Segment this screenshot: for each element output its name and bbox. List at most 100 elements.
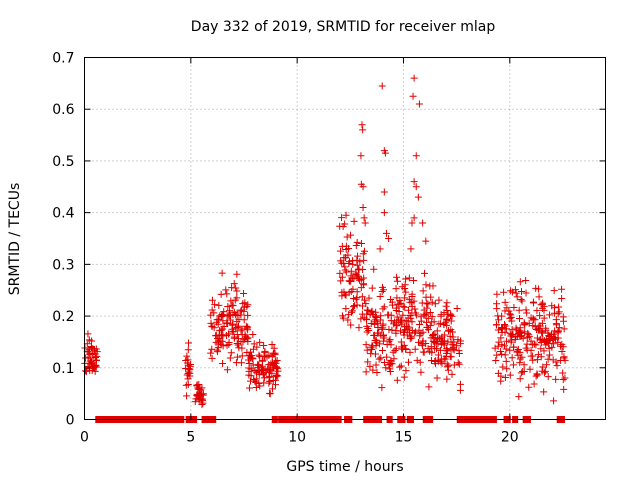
data-point — [434, 351, 442, 359]
data-point — [352, 242, 360, 250]
data-point — [534, 326, 542, 334]
data-point — [416, 332, 424, 340]
data-point — [442, 302, 450, 310]
data-point — [370, 318, 378, 326]
data-point — [347, 267, 355, 275]
data-point — [425, 383, 433, 391]
data-point — [444, 310, 452, 318]
data-point — [377, 354, 385, 362]
data-point — [398, 343, 406, 351]
data-point — [420, 348, 428, 356]
axis-ticks: 0 0.1 0.2 0.3 0.4 0.5 0.6 0.7 0 5 10 15 20 — [52, 51, 606, 446]
data-point — [210, 324, 218, 332]
data-point — [380, 334, 388, 342]
data-point — [255, 351, 263, 359]
data-point — [365, 327, 373, 335]
data-point — [453, 305, 461, 313]
data-point — [501, 351, 509, 359]
data-point — [494, 312, 502, 320]
data-point — [411, 305, 419, 313]
data-point — [500, 288, 508, 296]
data-point — [424, 300, 432, 308]
data-point — [426, 309, 434, 317]
data-point — [376, 340, 384, 348]
data-point — [493, 290, 501, 298]
data-point — [456, 386, 464, 394]
data-point — [494, 326, 502, 334]
data-point — [444, 338, 452, 346]
x-tick-label: 15 — [395, 430, 413, 446]
data-point — [238, 352, 246, 360]
data-points — [81, 74, 569, 408]
data-point — [557, 356, 565, 364]
data-point — [350, 295, 358, 303]
data-point — [522, 289, 530, 297]
data-point — [448, 370, 456, 378]
data-point — [219, 325, 227, 333]
data-point — [256, 338, 264, 346]
data-point — [414, 193, 422, 201]
data-point — [559, 369, 567, 377]
data-point — [254, 361, 262, 369]
data-point — [244, 334, 252, 342]
data-point — [354, 274, 362, 282]
data-point — [261, 348, 269, 356]
data-point — [540, 314, 548, 322]
data-point — [385, 235, 393, 242]
data-point — [224, 330, 232, 338]
data-point — [550, 397, 558, 405]
data-point — [440, 331, 448, 339]
data-point — [86, 367, 94, 375]
data-point — [395, 307, 403, 315]
data-point — [224, 303, 232, 311]
data-point — [403, 331, 411, 339]
data-point — [419, 287, 427, 295]
data-point — [350, 217, 358, 225]
data-point — [386, 361, 394, 369]
data-point — [383, 353, 391, 361]
data-point — [411, 345, 419, 353]
data-point — [533, 325, 541, 333]
data-point — [372, 308, 380, 316]
data-point — [415, 100, 423, 108]
data-point — [513, 293, 521, 301]
data-point — [337, 257, 345, 265]
data-point — [410, 74, 418, 82]
data-point — [493, 351, 501, 359]
data-point — [397, 318, 405, 326]
data-point — [372, 342, 380, 350]
data-point — [336, 222, 344, 230]
data-point — [212, 332, 220, 340]
data-point — [249, 331, 257, 339]
data-point — [499, 363, 507, 371]
data-point — [508, 354, 516, 362]
data-point — [260, 342, 268, 350]
x-tick-label: 0 — [80, 430, 89, 446]
data-point — [371, 350, 379, 358]
data-point — [505, 307, 513, 315]
data-point — [233, 340, 241, 348]
data-point — [376, 316, 384, 324]
data-point — [247, 348, 255, 356]
data-point — [380, 188, 388, 196]
data-point — [378, 283, 386, 291]
data-point — [525, 383, 533, 391]
data-point — [226, 354, 234, 362]
data-point — [399, 303, 407, 311]
data-point — [365, 294, 373, 302]
data-point — [255, 380, 263, 388]
data-point — [360, 214, 368, 222]
data-point — [344, 316, 352, 324]
data-point — [533, 307, 541, 315]
data-point — [435, 296, 443, 304]
data-point — [216, 327, 224, 335]
data-point — [509, 361, 517, 369]
data-point — [371, 337, 379, 345]
data-point — [535, 285, 543, 293]
data-point — [92, 357, 100, 365]
data-point — [385, 337, 393, 345]
data-point — [88, 363, 96, 371]
data-point — [516, 278, 524, 286]
data-point — [372, 361, 380, 369]
data-point — [518, 353, 526, 361]
